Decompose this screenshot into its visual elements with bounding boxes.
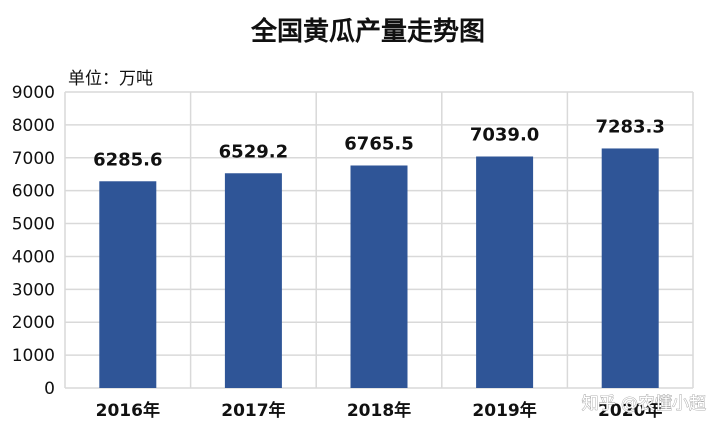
data-label: 7039.0 [470,124,539,145]
y-tick-label: 5000 [12,215,55,235]
y-axis-ticks: 0 1000 2000 3000 4000 5000 6000 7000 8000 9000 [12,83,55,399]
x-tick-label: 2017年 [221,400,285,421]
x-tick-label: 2018年 [347,400,411,421]
data-label: 6529.2 [219,141,288,162]
y-tick-label: 3000 [12,280,55,300]
y-tick-label: 1000 [12,346,55,366]
y-tick-label: 0 [44,379,55,399]
y-tick-label: 2000 [12,313,55,333]
y-tick-label: 4000 [12,247,55,267]
bar [601,148,659,388]
x-tick-label: 2016年 [96,400,160,421]
bars [99,148,659,388]
data-labels: 6285.6 6529.2 6765.5 7039.0 7283.3 [93,116,665,170]
x-tick-label: 2019年 [472,400,536,421]
data-label: 7283.3 [595,116,664,137]
bar [99,181,157,388]
bar [224,173,282,388]
bar [350,165,408,388]
x-tick-label: 2020年 [598,400,662,421]
data-label: 6285.6 [93,149,162,170]
y-tick-label: 9000 [12,83,55,103]
chart-title: 全国黄瓜产量走势图 [250,16,485,47]
bar [476,156,534,388]
y-tick-label: 6000 [12,182,55,202]
unit-label: 单位：万吨 [68,69,153,89]
data-label: 6765.5 [344,133,413,154]
x-axis-ticks: 2016年 2017年 2018年 2019年 2020年 [96,400,663,421]
y-tick-label: 8000 [12,116,55,136]
y-tick-label: 7000 [12,149,55,169]
watermark: 知乎 @农懂小超 [582,394,706,414]
